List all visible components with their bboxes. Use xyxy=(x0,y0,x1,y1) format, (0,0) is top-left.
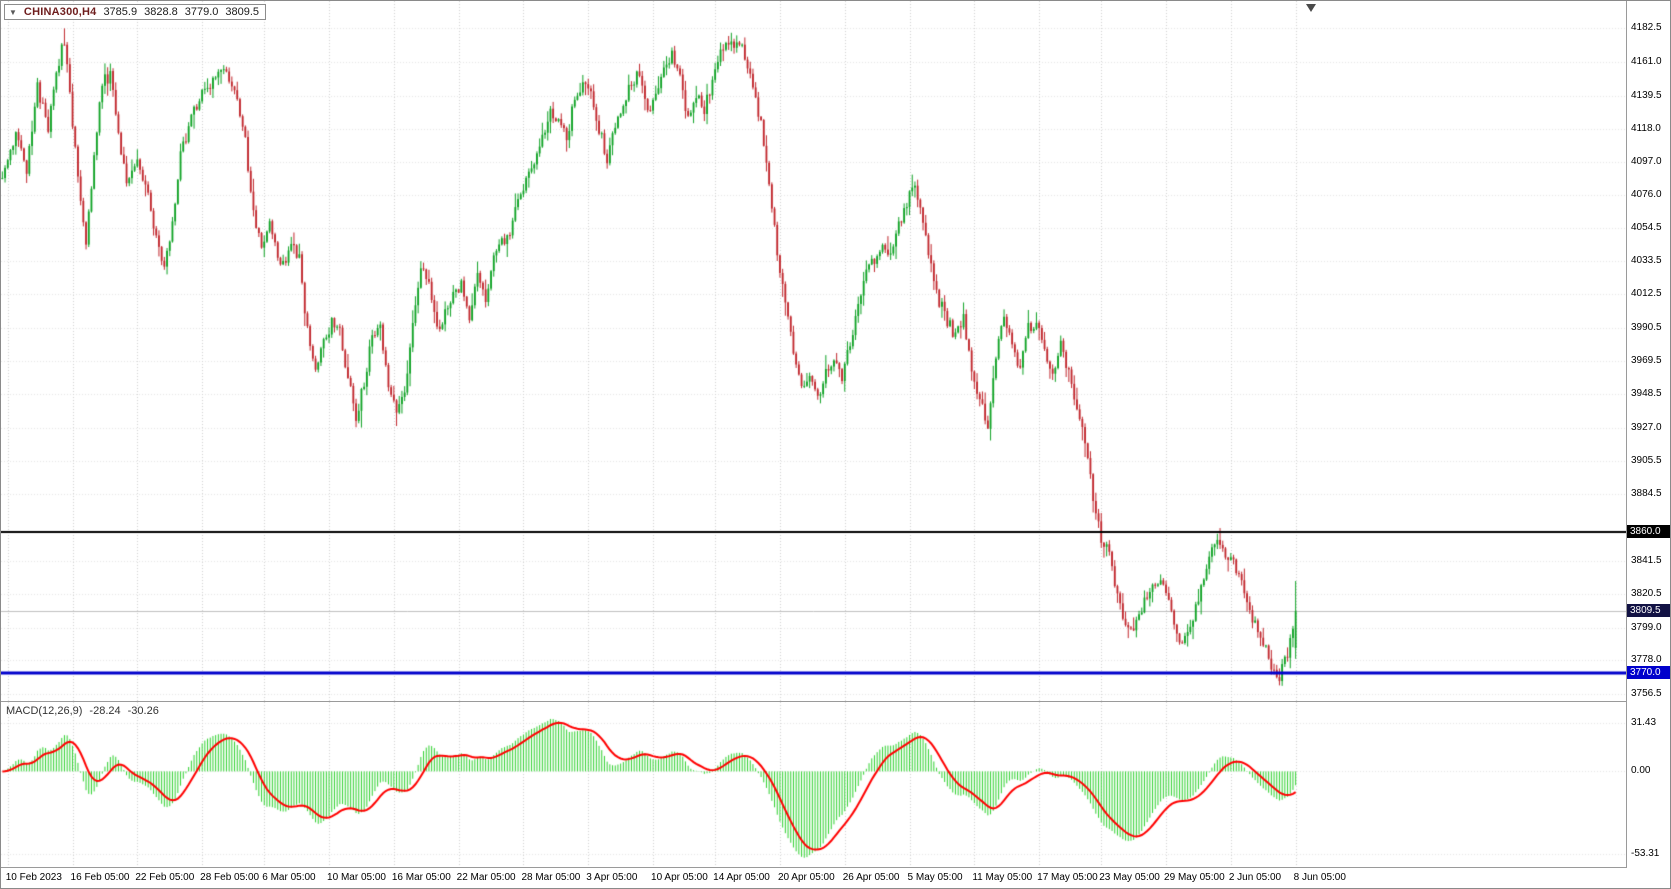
time-axis-label: 23 May 05:00 xyxy=(1099,872,1160,883)
price-tick-label: 4097.0 xyxy=(1631,155,1662,167)
time-axis-label: 3 Apr 05:00 xyxy=(586,872,638,883)
current-price-badge: 3809.5 xyxy=(1627,604,1670,618)
pane-separator[interactable] xyxy=(1,701,1626,702)
symbol-dropdown-icon[interactable]: ▼ xyxy=(9,7,17,17)
time-axis-label: 20 Apr 05:00 xyxy=(777,872,835,883)
time-axis-label: 16 Mar 05:00 xyxy=(391,872,451,883)
price-tick-label: 4054.5 xyxy=(1631,222,1662,234)
price-tick-label: 3948.5 xyxy=(1631,387,1662,399)
price-tick-label: 3756.5 xyxy=(1631,687,1662,699)
time-axis-label: 2 Jun 05:00 xyxy=(1228,872,1282,883)
price-tick-label: 4012.5 xyxy=(1631,287,1662,299)
time-axis-label: 14 Apr 05:00 xyxy=(713,872,770,883)
time-axis-label: 28 Feb 05:00 xyxy=(200,872,260,883)
price-tick-label: 4118.0 xyxy=(1631,123,1661,135)
symbol-name: CHINA300,H4 xyxy=(23,6,97,18)
time-axis-label: 5 May 05:00 xyxy=(907,872,963,883)
macd-tick-label: 0.00 xyxy=(1631,765,1651,777)
time-axis-label: 28 Mar 05:00 xyxy=(521,872,581,883)
price-tick-label: 3905.5 xyxy=(1631,455,1662,467)
chart-shift-marker[interactable] xyxy=(1305,4,1316,12)
macd-indicator-label: MACD(12,26,9) -28.24 -30.26 xyxy=(6,705,159,717)
time-axis-label: 17 May 05:00 xyxy=(1037,872,1098,883)
price-tick-label: 3884.5 xyxy=(1631,487,1662,499)
time-axis-label: 6 Mar 05:00 xyxy=(262,872,316,883)
price-axis[interactable]: 4182.5 4161.0 4139.5 4118.0 4097.0 4076.0 4054… xyxy=(1627,1,1670,868)
symbol-info-box: ▼ CHINA300,H4 3785.9 3828.8 3779.0 3809.… xyxy=(4,4,267,20)
ohlc-high-value: 3828.8 xyxy=(144,6,178,18)
time-axis-label: 29 May 05:00 xyxy=(1164,872,1225,883)
price-tick-label: 3927.0 xyxy=(1631,421,1662,433)
macd-chart-canvas[interactable] xyxy=(1,702,1626,867)
time-axis-label: 22 Mar 05:00 xyxy=(456,872,516,883)
time-axis-separator xyxy=(1,867,1670,868)
macd-tick-label: 31.43 xyxy=(1631,716,1657,728)
time-axis-label: 11 May 05:00 xyxy=(972,872,1033,883)
macd-tick-label: -53.31 xyxy=(1631,847,1660,859)
price-chart-canvas[interactable] xyxy=(1,1,1626,701)
price-tick-label: 4182.5 xyxy=(1631,22,1662,34)
hline-price-badge: 3860.0 xyxy=(1627,525,1670,539)
time-axis-label: 26 Apr 05:00 xyxy=(842,872,900,883)
price-tick-label: 4033.5 xyxy=(1631,255,1662,267)
price-tick-label: 4076.0 xyxy=(1631,188,1662,200)
price-tick-label: 3841.5 xyxy=(1631,555,1662,567)
macd-name: MACD(12,26,9) xyxy=(6,705,83,717)
price-tick-label: 3799.0 xyxy=(1631,621,1662,633)
macd-main-value: -28.24 xyxy=(89,705,121,717)
time-axis[interactable]: 10 Feb 2023 16 Feb 05:00 22 Feb 05:00 28 Fe… xyxy=(1,868,1670,888)
price-tick-label: 4161.0 xyxy=(1631,55,1662,67)
time-axis-label: 10 Apr 05:00 xyxy=(651,872,708,883)
time-axis-label: 8 Jun 05:00 xyxy=(1293,872,1346,883)
price-tick-label: 3990.5 xyxy=(1631,322,1662,334)
price-tick-label: 4139.5 xyxy=(1631,89,1662,101)
price-tick-label: 3778.0 xyxy=(1631,654,1662,666)
price-axis-separator xyxy=(1626,1,1627,868)
macd-signal-value: -30.26 xyxy=(127,705,159,717)
time-axis-label: 10 Feb 2023 xyxy=(5,872,62,883)
ohlc-low-value: 3779.0 xyxy=(184,6,219,18)
time-axis-label: 16 Feb 05:00 xyxy=(70,872,130,883)
ohlc-open-value: 3785.9 xyxy=(103,6,138,18)
time-axis-label: 10 Mar 05:00 xyxy=(327,872,386,883)
price-tick-label: 3969.5 xyxy=(1631,355,1662,367)
time-axis-label: 22 Feb 05:00 xyxy=(135,872,195,883)
price-tick-label: 3820.5 xyxy=(1631,587,1662,599)
hline-price-badge: 3770.0 xyxy=(1627,665,1670,679)
ohlc-close-value: 3809.5 xyxy=(225,6,260,18)
